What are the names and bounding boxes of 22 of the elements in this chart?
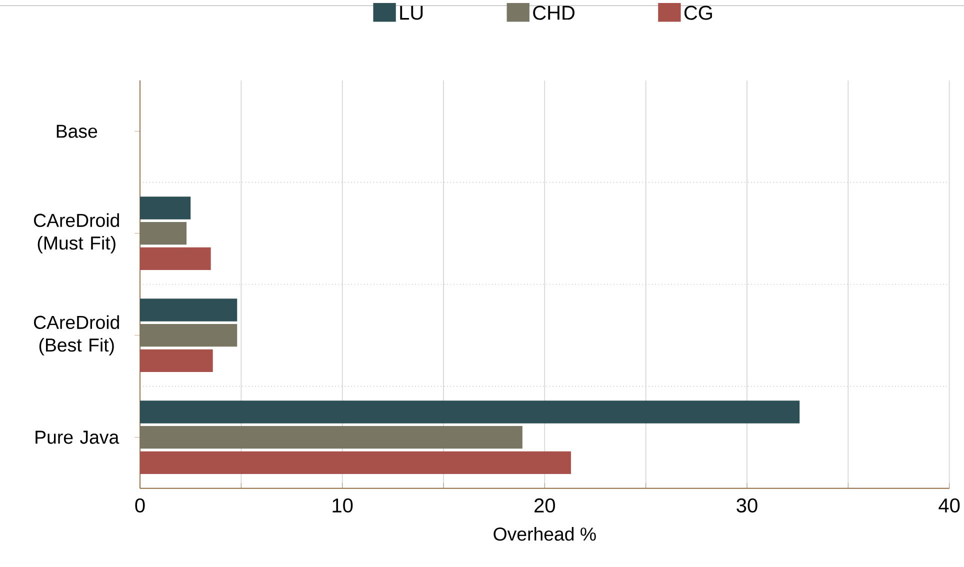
x-tick-label: 10 bbox=[332, 498, 353, 513]
bar bbox=[140, 349, 213, 372]
legend-label: CG bbox=[684, 6, 712, 20]
y-tick-label: CAreDroid (Best Fit) bbox=[34, 315, 119, 356]
legend-label: CHD bbox=[533, 6, 574, 20]
legend-label: LU bbox=[400, 6, 423, 20]
bar bbox=[140, 426, 522, 449]
y-tick-label: Base bbox=[56, 124, 98, 138]
bar bbox=[140, 222, 187, 245]
bar bbox=[140, 196, 191, 220]
x-axis-title: Overhead % bbox=[494, 527, 596, 541]
x-tick-label: 20 bbox=[534, 498, 555, 513]
y-tick-label: Pure Java bbox=[36, 430, 120, 444]
y-tick-label: CAreDroid (Must Fit) bbox=[34, 213, 119, 254]
x-tick-label: 40 bbox=[938, 498, 960, 513]
bar bbox=[140, 451, 571, 474]
bar bbox=[140, 324, 238, 347]
x-tick-label: 0 bbox=[135, 498, 145, 513]
bar bbox=[140, 247, 211, 270]
x-tick-label: 30 bbox=[736, 498, 758, 513]
bar bbox=[140, 298, 238, 322]
bar bbox=[140, 400, 800, 424]
